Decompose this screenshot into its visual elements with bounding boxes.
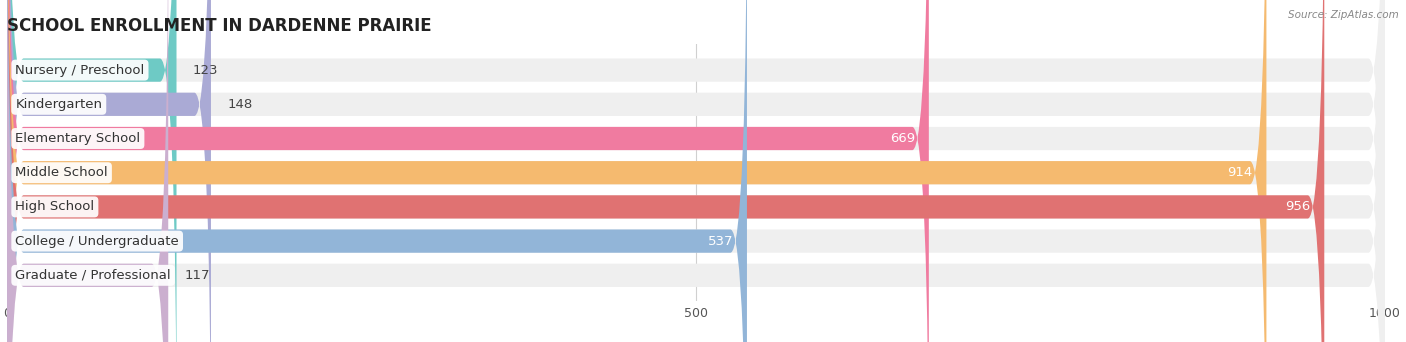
FancyBboxPatch shape bbox=[7, 0, 1385, 342]
Text: 148: 148 bbox=[228, 98, 253, 111]
FancyBboxPatch shape bbox=[7, 0, 1324, 342]
Text: Kindergarten: Kindergarten bbox=[15, 98, 103, 111]
FancyBboxPatch shape bbox=[7, 0, 1385, 342]
Text: 537: 537 bbox=[707, 235, 733, 248]
Text: SCHOOL ENROLLMENT IN DARDENNE PRAIRIE: SCHOOL ENROLLMENT IN DARDENNE PRAIRIE bbox=[7, 16, 432, 35]
FancyBboxPatch shape bbox=[7, 0, 1385, 342]
Text: Source: ZipAtlas.com: Source: ZipAtlas.com bbox=[1288, 10, 1399, 20]
FancyBboxPatch shape bbox=[7, 0, 177, 342]
Text: Nursery / Preschool: Nursery / Preschool bbox=[15, 64, 145, 77]
Text: Elementary School: Elementary School bbox=[15, 132, 141, 145]
FancyBboxPatch shape bbox=[7, 0, 211, 342]
FancyBboxPatch shape bbox=[7, 0, 1385, 342]
FancyBboxPatch shape bbox=[7, 0, 1385, 342]
FancyBboxPatch shape bbox=[7, 0, 1385, 342]
Text: Graduate / Professional: Graduate / Professional bbox=[15, 269, 172, 282]
Text: Middle School: Middle School bbox=[15, 166, 108, 179]
FancyBboxPatch shape bbox=[7, 0, 1267, 342]
Text: High School: High School bbox=[15, 200, 94, 213]
FancyBboxPatch shape bbox=[7, 0, 169, 342]
FancyBboxPatch shape bbox=[7, 0, 929, 342]
FancyBboxPatch shape bbox=[7, 0, 1385, 342]
Text: College / Undergraduate: College / Undergraduate bbox=[15, 235, 179, 248]
FancyBboxPatch shape bbox=[7, 0, 747, 342]
Text: 956: 956 bbox=[1285, 200, 1310, 213]
Text: 914: 914 bbox=[1227, 166, 1253, 179]
Text: 123: 123 bbox=[193, 64, 218, 77]
Text: 669: 669 bbox=[890, 132, 915, 145]
Text: 117: 117 bbox=[184, 269, 211, 282]
